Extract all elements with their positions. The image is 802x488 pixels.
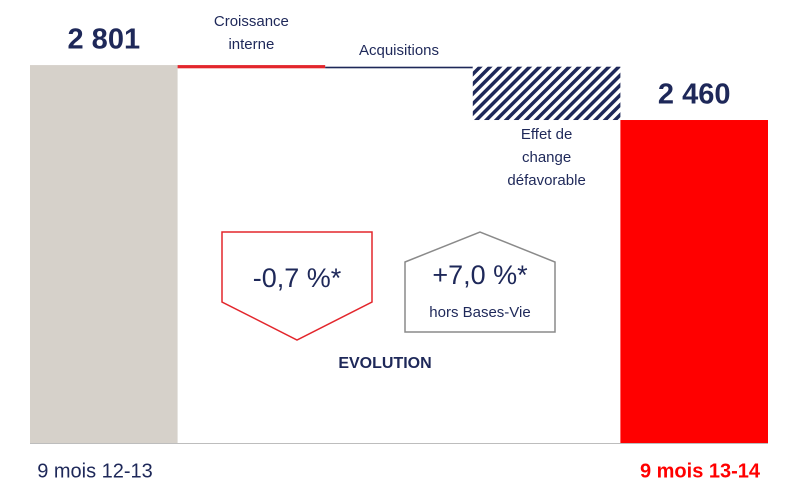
- category-label: 9 mois 12-13: [37, 460, 153, 482]
- bar: [325, 66, 473, 69]
- bar: [620, 120, 768, 443]
- bar: [472, 66, 621, 121]
- bar: [177, 65, 326, 69]
- value-label: 2 801: [68, 24, 141, 56]
- reported-badge: [404, 231, 556, 333]
- reported-note: hors Bases-Vie: [429, 304, 530, 321]
- internal-growth: -0,7 %*: [253, 263, 342, 293]
- reported-growth: +7,0 %*: [432, 260, 528, 290]
- internal-badge: [221, 231, 373, 341]
- category-label: Effet de change défavorable: [507, 126, 585, 189]
- category-label: 9 mois 13-14: [640, 460, 761, 482]
- caption: EVOLUTION: [338, 355, 431, 372]
- category-label: Croissance interne: [214, 13, 289, 53]
- category-label: Acquisitions: [359, 42, 439, 59]
- value-label: 2 460: [658, 79, 731, 111]
- bar: [30, 65, 178, 444]
